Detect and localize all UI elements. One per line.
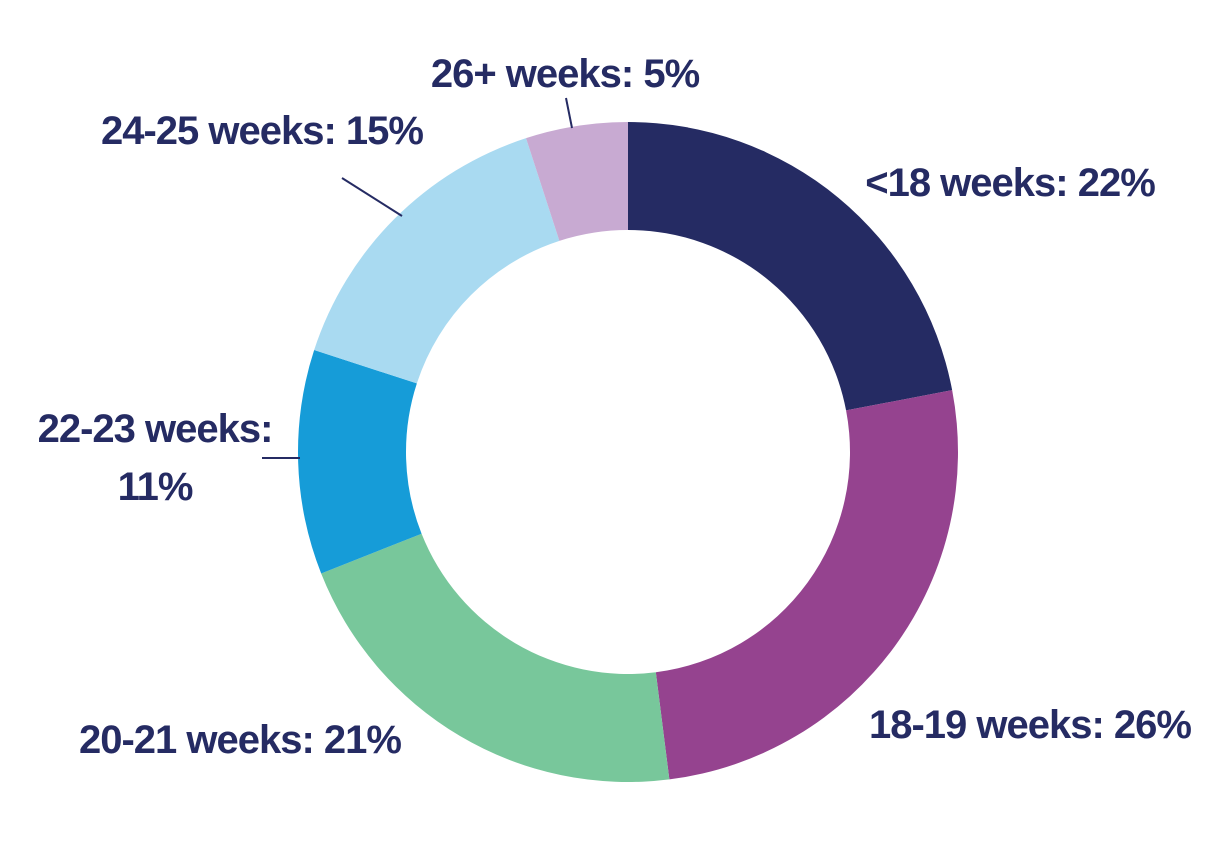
leader-line-26plus-weeks [565,97,573,129]
label-18-19-weeks: 18-19 weeks: 26% [869,703,1191,747]
donut-slices [298,122,958,782]
label-22-23-weeks: 22-23 weeks: 11% [38,407,273,509]
slice-22-23-weeks [298,350,422,574]
leader-line-24-25-weeks [341,177,403,217]
slice-18-19-weeks [655,390,958,780]
slice-24-25-weeks [314,138,560,384]
label-20-21-weeks: 20-21 weeks: 21% [79,718,401,762]
label-lt-18-weeks: <18 weeks: 22% [865,161,1155,205]
slice-26plus-weeks [526,122,628,241]
slice-labels: <18 weeks: 22% 18-19 weeks: 26% 20-21 week… [38,52,1193,762]
slice-lt-18-weeks [628,122,953,411]
slice-20-21-weeks [321,533,670,782]
label-24-25-weeks: 24-25 weeks: 15% [101,109,423,153]
label-26plus-weeks: 26+ weeks: 5% [431,52,700,96]
label-leader-lines [262,97,573,459]
